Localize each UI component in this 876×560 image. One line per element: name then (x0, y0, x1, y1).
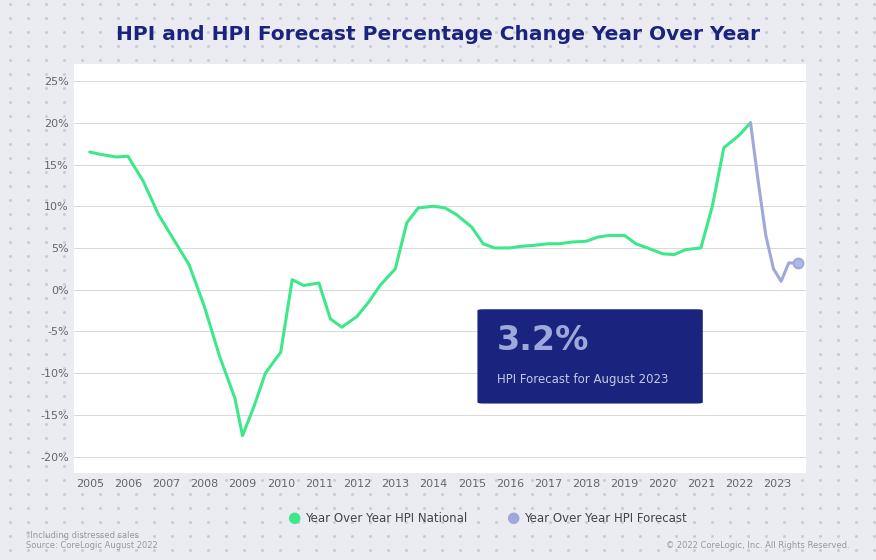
Text: Year Over Year HPI Forecast: Year Over Year HPI Forecast (524, 511, 687, 525)
Text: *Including distressed sales
Source: CoreLogic August 2022: *Including distressed sales Source: Core… (26, 530, 158, 550)
Text: HPI Forecast for August 2023: HPI Forecast for August 2023 (497, 373, 668, 386)
Text: Year Over Year HPI National: Year Over Year HPI National (305, 511, 467, 525)
Text: © 2022 CoreLogic, Inc. All Rights Reserved.: © 2022 CoreLogic, Inc. All Rights Reserv… (666, 541, 850, 550)
Text: HPI and HPI Forecast Percentage Change Year Over Year: HPI and HPI Forecast Percentage Change Y… (116, 25, 760, 44)
FancyBboxPatch shape (477, 309, 703, 404)
Text: ●: ● (505, 511, 519, 525)
Text: ●: ● (286, 511, 300, 525)
Text: 3.2%: 3.2% (497, 324, 589, 357)
